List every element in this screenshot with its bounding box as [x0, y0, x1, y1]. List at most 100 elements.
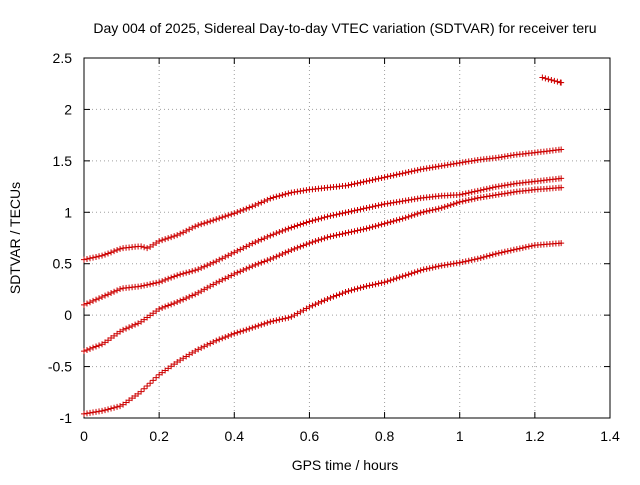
data-point [102, 407, 109, 414]
data-point [177, 357, 184, 364]
data-point [558, 240, 565, 247]
data-point [357, 284, 364, 291]
data-point [459, 198, 466, 205]
data-point [222, 275, 229, 282]
y-tick-label: 1 [64, 204, 72, 220]
data-point [204, 219, 211, 226]
data-point [545, 76, 552, 83]
data-point [123, 325, 130, 332]
data-point [339, 210, 346, 217]
data-point [372, 176, 379, 183]
data-point [297, 243, 304, 250]
data-point [393, 171, 400, 178]
data-point [369, 281, 376, 288]
data-point [417, 209, 424, 216]
data-point [105, 291, 112, 298]
data-point [138, 243, 145, 250]
data-point [225, 252, 232, 259]
data-point [261, 258, 268, 265]
data-point [132, 321, 139, 328]
data-point [237, 328, 244, 335]
data-point [162, 236, 169, 243]
data-point [252, 202, 259, 209]
data-point [462, 258, 469, 265]
data-point [249, 263, 256, 270]
data-point [180, 355, 187, 362]
data-point [501, 248, 508, 255]
data-point [297, 221, 304, 228]
data-point [303, 219, 310, 226]
data-point [147, 380, 154, 387]
data-point [345, 288, 352, 295]
data-point [513, 246, 520, 253]
data-point [279, 192, 286, 199]
data-point [336, 210, 343, 217]
data-point [354, 206, 361, 213]
data-point [366, 177, 373, 184]
data-point [117, 245, 124, 252]
data-point [174, 299, 181, 306]
data-point [363, 178, 370, 185]
data-point [102, 251, 109, 258]
data-point [249, 203, 256, 210]
y-tick-label: 2.5 [53, 50, 73, 66]
data-point [369, 223, 376, 230]
data-point [195, 222, 202, 229]
data-point [390, 276, 397, 283]
data-point [354, 285, 361, 292]
data-point [207, 260, 214, 267]
data-point [189, 224, 196, 231]
data-point [507, 247, 514, 254]
data-point [294, 244, 301, 251]
data-point [180, 229, 187, 236]
data-point [207, 283, 214, 290]
data-point [336, 231, 343, 238]
data-point [177, 230, 184, 237]
data-point [285, 225, 292, 232]
data-point [255, 260, 262, 267]
data-point [558, 79, 565, 86]
axes [83, 57, 611, 419]
data-point [279, 316, 286, 323]
data-point [318, 215, 325, 222]
data-point [330, 232, 337, 239]
data-point [432, 206, 439, 213]
data-point [261, 235, 268, 242]
data-point [339, 290, 346, 297]
x-tick-label: 1.2 [525, 428, 545, 444]
data-point [165, 302, 172, 309]
data-point [150, 377, 157, 384]
data-point [255, 322, 262, 329]
data-point [108, 405, 115, 412]
data-point [393, 275, 400, 282]
data-point [102, 339, 109, 346]
data-point [228, 250, 235, 257]
data-point [375, 280, 382, 287]
data-point [381, 174, 388, 181]
data-point [387, 172, 394, 179]
data-point [204, 284, 211, 291]
data-point [462, 197, 469, 204]
data-point [528, 242, 535, 249]
data-point [426, 207, 433, 214]
data-point [312, 301, 319, 308]
data-point [510, 246, 517, 253]
data-point [315, 299, 322, 306]
data-point [132, 393, 139, 400]
data-point [483, 253, 490, 260]
data-point [168, 363, 175, 370]
data-point [420, 266, 427, 273]
data-point [471, 256, 478, 263]
data-point [282, 226, 289, 233]
data-point [81, 348, 87, 355]
data-point [267, 195, 274, 202]
data-point [216, 256, 223, 263]
data-point [435, 205, 442, 212]
data-point [141, 316, 148, 323]
data-point [384, 219, 391, 226]
data-point [156, 238, 163, 245]
data-point [408, 168, 415, 175]
data-point [276, 252, 283, 259]
data-point [144, 314, 151, 321]
data-point [480, 186, 487, 193]
